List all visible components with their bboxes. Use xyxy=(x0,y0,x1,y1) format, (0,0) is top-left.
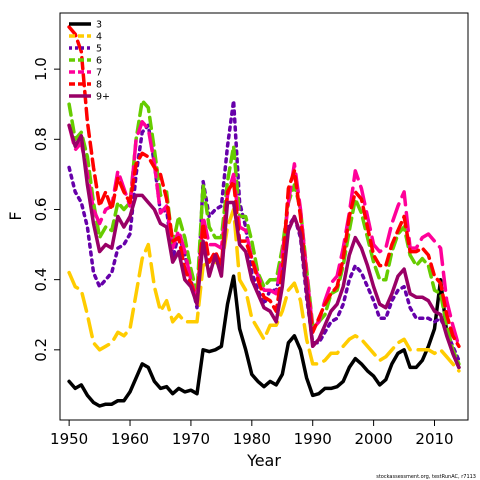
x-tick-label: 1970 xyxy=(172,430,210,448)
x-tick-label: 2010 xyxy=(415,430,453,448)
legend-label: 5 xyxy=(96,44,102,55)
x-tick-label: 1960 xyxy=(111,430,149,448)
y-tick-label: 0.8 xyxy=(32,127,50,151)
series-line-8 xyxy=(67,25,461,349)
y-tick-label: 0.4 xyxy=(32,268,50,292)
series-layer xyxy=(67,25,461,408)
x-axis: 1950 1960 1970 1980 1990 2000 2010 xyxy=(50,419,454,448)
legend-label: 7 xyxy=(96,68,102,79)
footnote: stockassessment.org, testRunAC, r7113 xyxy=(376,474,476,480)
legend-label: 6 xyxy=(96,56,102,67)
x-tick-label: 1990 xyxy=(294,430,332,448)
legend-label: 8 xyxy=(96,80,102,91)
legend-label: 4 xyxy=(96,32,102,43)
series-line-9plus xyxy=(67,123,461,370)
legend-label: 9+ xyxy=(96,92,110,103)
y-tick-label: 0.6 xyxy=(32,198,50,222)
series-line-4 xyxy=(67,207,461,373)
x-tick-label: 1980 xyxy=(233,430,271,448)
series-line-3 xyxy=(67,274,461,408)
x-axis-title: Year xyxy=(246,451,281,470)
series-line-5 xyxy=(67,98,461,363)
x-tick-label: 2000 xyxy=(355,430,393,448)
y-axis-title: F xyxy=(6,211,25,220)
y-tick-label: 0.2 xyxy=(32,338,50,362)
series-line-6 xyxy=(67,98,461,366)
series-line-7 xyxy=(67,120,461,349)
x-tick-label: 1950 xyxy=(50,430,88,448)
y-tick-label: 1.0 xyxy=(32,57,50,81)
legend-label: 3 xyxy=(96,20,102,31)
y-axis: 0.2 0.4 0.6 0.8 1.0 xyxy=(32,57,61,362)
